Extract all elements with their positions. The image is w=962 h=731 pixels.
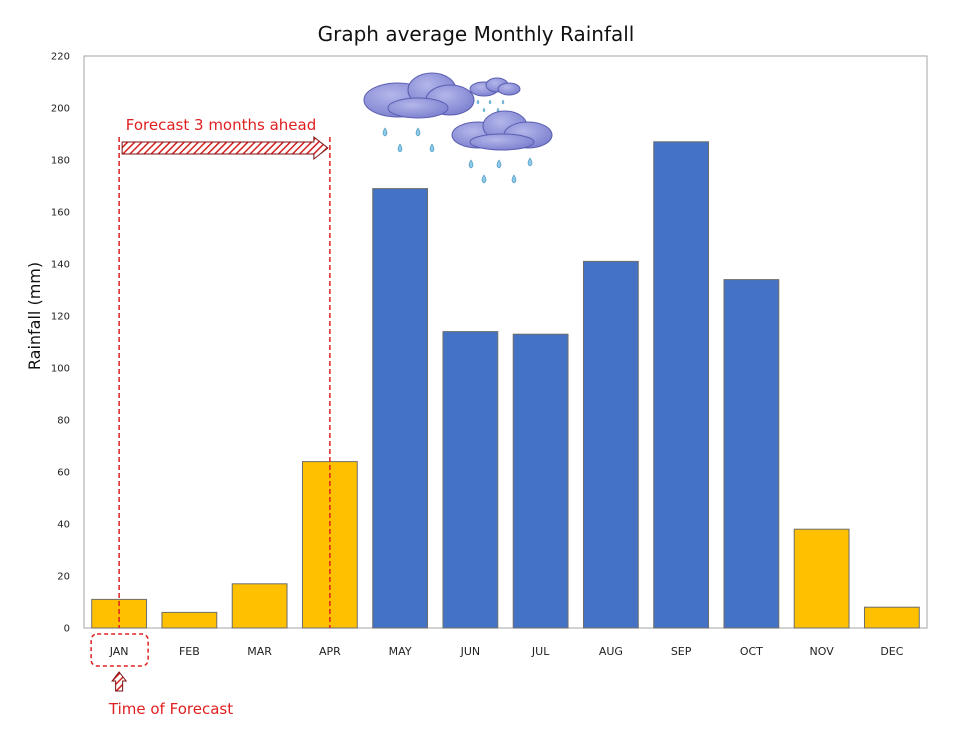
y-tick-label: 160 — [51, 208, 70, 219]
x-tick-label: NOV — [810, 645, 835, 658]
rain-cloud-icon — [363, 72, 475, 153]
y-tick-label: 40 — [57, 520, 70, 531]
x-tick-label: SEP — [671, 645, 692, 658]
bar-may — [372, 188, 429, 629]
forecast-arrow-icon — [121, 135, 329, 161]
x-tick-label: MAR — [247, 645, 272, 658]
x-tick-label: APR — [319, 645, 341, 658]
bar-feb — [161, 611, 218, 629]
bar-nov — [793, 528, 850, 629]
x-tick-label: JUL — [531, 645, 550, 658]
x-tick-label: FEB — [179, 645, 200, 658]
y-tick-label: 60 — [57, 468, 70, 479]
chart-title: Graph average Monthly Rainfall — [318, 22, 635, 46]
x-tick-label: OCT — [740, 645, 763, 658]
y-tick-label: 100 — [51, 364, 70, 375]
x-tick-label: JUN — [460, 645, 481, 658]
forecast-time-label: Time of Forecast — [108, 700, 233, 718]
x-axis-labels: JAN FEB MAR APR MAY JUN JUL AUG SEP OCT NOV DEC — [109, 645, 904, 658]
y-tick-label: 140 — [51, 260, 70, 271]
y-axis-label: Rainfall (mm) — [25, 262, 44, 370]
bar-dec — [863, 606, 920, 629]
y-tick-label: 20 — [57, 572, 70, 583]
bar-sep — [653, 141, 710, 629]
forecast-time-box — [90, 633, 149, 667]
x-tick-label: MAY — [389, 645, 412, 658]
x-tick-label: JAN — [109, 645, 129, 658]
x-tick-label: AUG — [599, 645, 623, 658]
up-arrow-icon — [111, 671, 128, 692]
x-tick-label: DEC — [880, 645, 903, 658]
y-axis-ticks: 0 20 40 60 80 100 120 140 160 180 200 220 — [51, 52, 70, 635]
forecast-window-label: Forecast 3 months ahead — [126, 116, 316, 134]
rain-cloud-icon — [451, 110, 553, 184]
y-tick-label: 120 — [51, 312, 70, 323]
y-tick-label: 200 — [51, 104, 70, 115]
bar-oct — [723, 279, 780, 629]
bars — [91, 141, 920, 629]
bar-jul — [512, 333, 569, 629]
bar-jun — [442, 331, 499, 629]
bar-aug — [582, 260, 639, 629]
y-tick-label: 180 — [51, 156, 70, 167]
y-tick-label: 80 — [57, 416, 70, 427]
y-tick-label: 0 — [64, 624, 70, 635]
rain-cloud-icon — [469, 77, 521, 113]
plot-area-border — [83, 55, 928, 629]
y-tick-label: 220 — [51, 52, 70, 63]
forecast-time-annotation: Time of Forecast — [90, 633, 233, 718]
bar-mar — [231, 583, 288, 629]
forecast-window-annotation: Forecast 3 months ahead — [118, 116, 331, 628]
